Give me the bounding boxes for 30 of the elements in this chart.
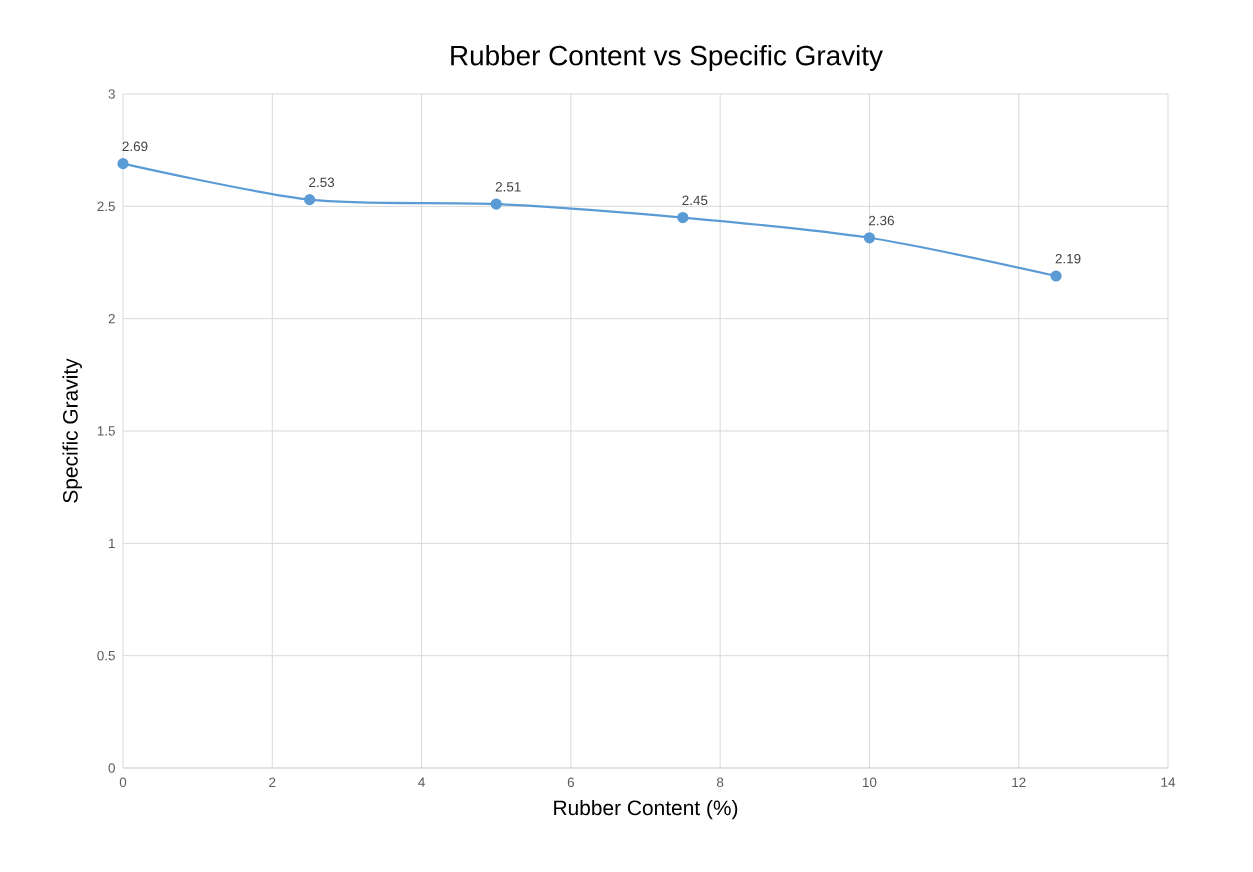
point	[304, 193, 316, 206]
point	[1050, 270, 1062, 282]
x-tick-label: 4	[418, 777, 425, 787]
point	[677, 211, 689, 224]
chart-title: Rubber Content vs Specific Gravity	[451, 45, 883, 71]
y-tick-label: 2	[108, 313, 115, 324]
point	[490, 198, 502, 210]
y-axis-title: Specific Gravity	[62, 358, 82, 503]
data-label: 2.19	[1055, 253, 1081, 264]
y-tick-label: 0.5	[97, 650, 115, 661]
x-tick-label: 10	[862, 777, 877, 788]
data-label: 2.51	[495, 182, 521, 192]
x-axis-title: Rubber Content (%)	[554, 799, 738, 820]
y-tick-label: 1	[109, 538, 115, 548]
data-label: 2.69	[122, 141, 148, 152]
data-label: 2.36	[869, 215, 894, 226]
data-label: 2.53	[309, 177, 335, 188]
y-tick-label: 1.5	[97, 426, 115, 436]
point	[117, 158, 129, 170]
data-label: 2.45	[682, 195, 708, 206]
x-tick-label: 8	[716, 777, 724, 788]
y-tick-label: 3	[108, 89, 115, 99]
y-tick-label: 2.5	[97, 201, 115, 212]
y-tick-label: 0	[108, 763, 115, 773]
x-tick-label: 6	[567, 777, 575, 788]
x-tick-label: 12	[1012, 777, 1026, 787]
x-tick-label: 14	[1161, 777, 1176, 787]
point	[863, 232, 876, 244]
x-tick-label: 0	[119, 777, 127, 788]
x-tick-label: 2	[269, 777, 276, 787]
